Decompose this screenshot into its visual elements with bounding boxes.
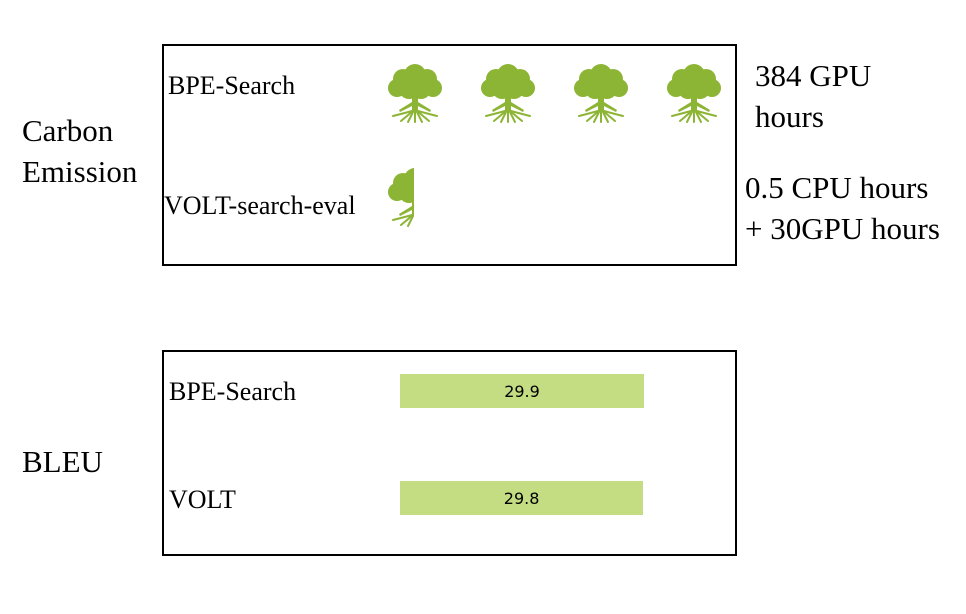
bleu-bar-value: 29.9 — [504, 381, 540, 401]
carbon-note-volt-line1: 0.5 CPU hours — [745, 170, 929, 205]
carbon-section-label: Carbon Emission — [22, 110, 137, 192]
bleu-bar-volt: 29.8 — [400, 481, 644, 515]
carbon-label-line1: Carbon — [22, 113, 114, 148]
carbon-label-line2: Emission — [22, 154, 138, 189]
carbon-row-label-bpe: BPE-Search — [168, 71, 296, 100]
bleu-row-label-volt: VOLT — [169, 485, 236, 514]
carbon-row-label-volt: VOLT-search-eval — [164, 191, 356, 220]
bleu-row-label-bpe: BPE-Search — [169, 377, 297, 406]
carbon-note-bpe-line2: hours — [755, 99, 824, 134]
bleu-bar-value: 29.8 — [503, 488, 540, 508]
bleu-section-label: BLEU — [22, 444, 103, 479]
carbon-note-bpe-line1: 384 GPU — [755, 58, 872, 93]
carbon-note-bpe: 384 GPU hours — [755, 55, 871, 137]
bleu-box — [162, 350, 737, 556]
carbon-box — [162, 44, 737, 266]
tree-icon — [387, 64, 443, 124]
bleu-bar-bpe: 29.9 — [400, 374, 644, 408]
carbon-note-volt: 0.5 CPU hours + 30GPU hours — [745, 167, 940, 249]
tree-icon — [480, 64, 536, 124]
tree-icon — [666, 64, 722, 124]
tree-icon — [387, 168, 414, 228]
carbon-note-volt-line2: + 30GPU hours — [745, 211, 940, 246]
half-tree-icon — [387, 168, 414, 230]
tree-icon — [573, 64, 629, 124]
